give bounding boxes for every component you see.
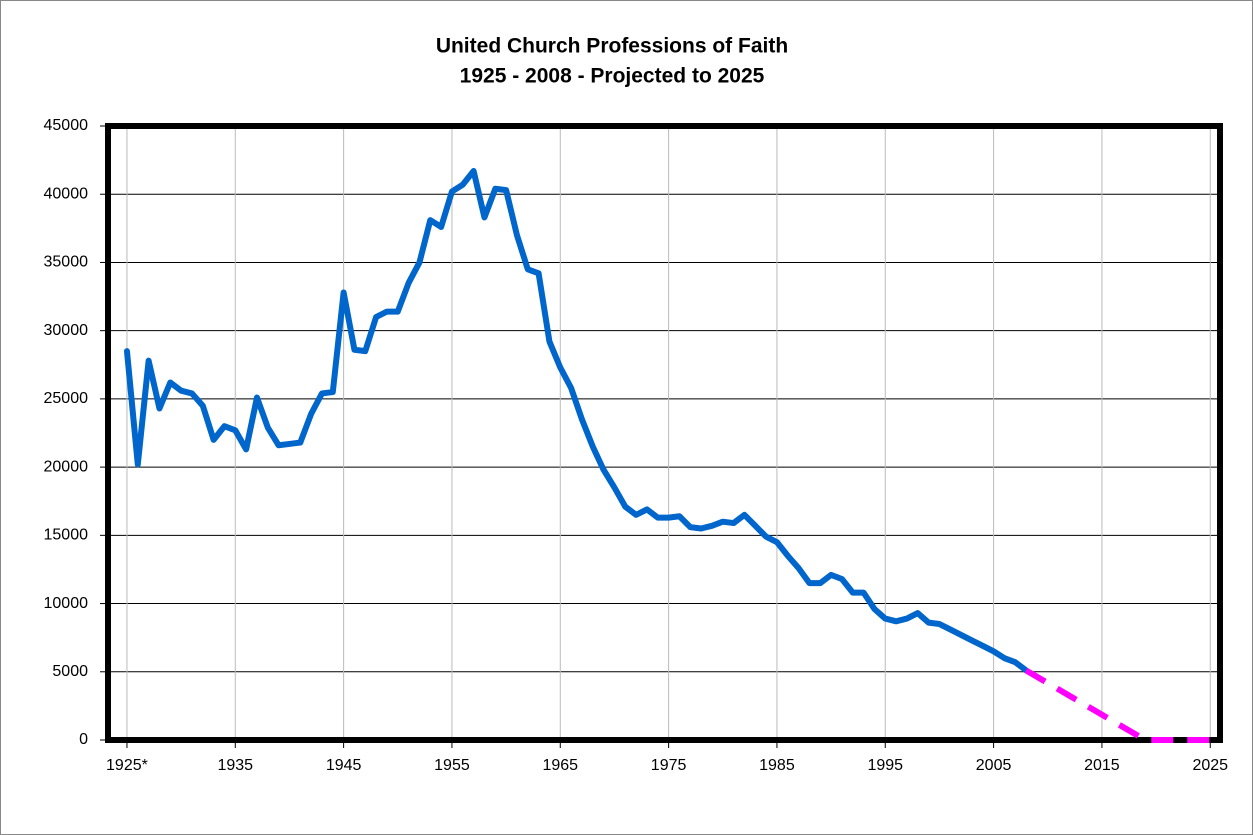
y-tick-label: 5000: [52, 663, 88, 680]
y-tick-label: 10000: [44, 595, 89, 612]
y-tick-label: 15000: [44, 527, 89, 544]
x-tick-label: 1955: [434, 757, 470, 774]
y-tick-label: 25000: [44, 390, 89, 407]
chart-title: United Church Professions of Faith: [436, 35, 788, 58]
data-line: [123, 168, 1030, 674]
x-tick-label: 2015: [1084, 757, 1120, 774]
x-tick-label: 1995: [867, 757, 903, 774]
x-tick-label: 2025: [1192, 757, 1228, 774]
y-tick-label: 40000: [44, 185, 89, 202]
chart-subtitle: 1925 - 2008 - Projected to 2025: [460, 65, 765, 88]
x-tick-label: 2005: [976, 757, 1012, 774]
y-tick-label: 30000: [44, 322, 89, 339]
data-line: [1024, 667, 1211, 743]
y-tick-label: 20000: [44, 458, 89, 475]
x-tick-label: 1985: [759, 757, 795, 774]
plot-border: [105, 123, 1223, 743]
y-tick-label: 45000: [44, 117, 89, 134]
x-tick-label: 1925*: [106, 757, 148, 774]
x-tick-label: 1975: [651, 757, 687, 774]
x-tick-label: 1965: [542, 757, 578, 774]
x-tick-label: 1935: [217, 757, 253, 774]
y-tick-label: 0: [79, 731, 88, 748]
x-tick-label: 1945: [326, 757, 362, 774]
y-tick-label: 35000: [44, 254, 89, 271]
